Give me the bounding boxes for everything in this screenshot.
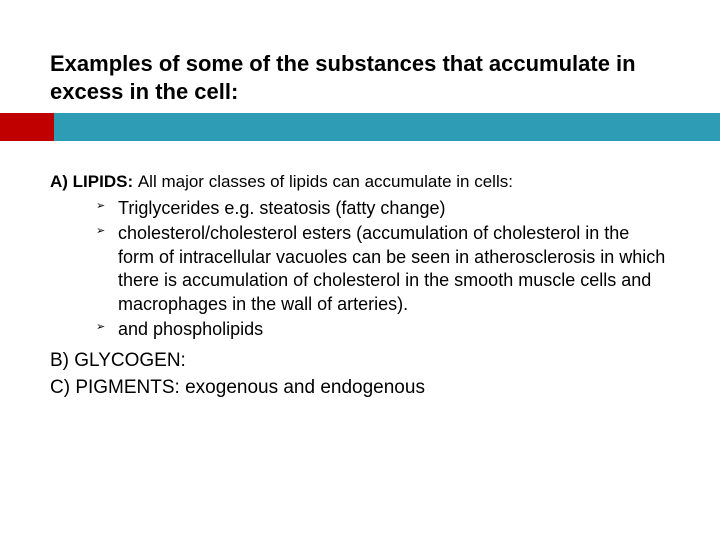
section-a: A) LIPIDS: All major classes of lipids c… bbox=[50, 171, 670, 341]
accent-bar-teal bbox=[54, 113, 720, 141]
section-c: C) PIGMENTS: exogenous and endogenous bbox=[50, 376, 670, 401]
content-area: A) LIPIDS: All major classes of lipids c… bbox=[50, 171, 670, 401]
accent-bar bbox=[0, 113, 720, 141]
section-b: B) GLYCOGEN: bbox=[50, 349, 670, 374]
list-item: cholesterol/cholesterol esters (accumula… bbox=[96, 222, 670, 316]
slide-title: Examples of some of the substances that … bbox=[50, 50, 670, 105]
section-a-bullets: Triglycerides e.g. steatosis (fatty chan… bbox=[50, 197, 670, 341]
slide: Examples of some of the substances that … bbox=[0, 0, 720, 540]
list-item: and phospholipids bbox=[96, 318, 670, 341]
section-a-rest: All major classes of lipids can accumula… bbox=[138, 172, 513, 191]
accent-bar-red bbox=[0, 113, 54, 141]
section-a-heading: A) LIPIDS: bbox=[50, 172, 138, 191]
list-item: Triglycerides e.g. steatosis (fatty chan… bbox=[96, 197, 670, 220]
